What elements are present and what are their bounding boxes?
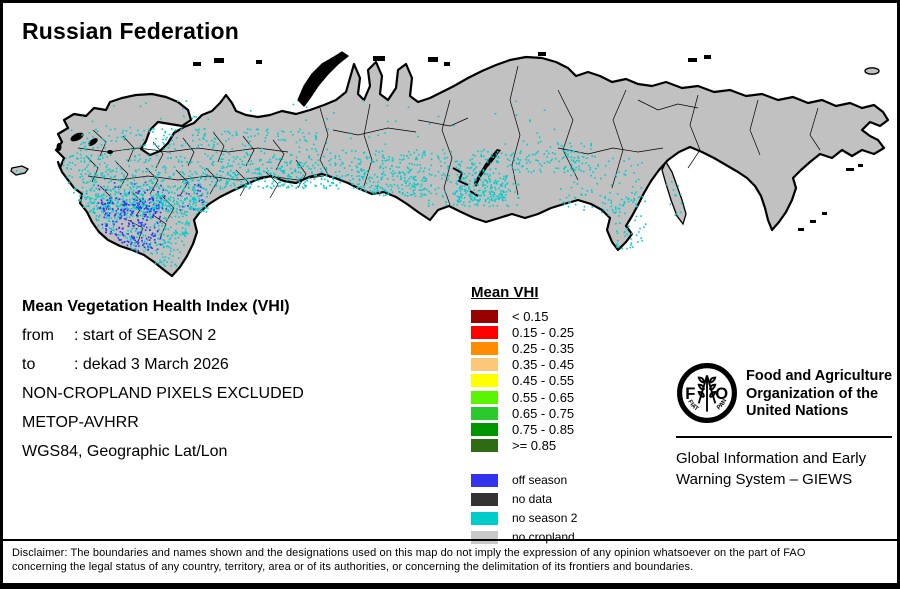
legend-swatch [471, 492, 498, 506]
map-parameters: Mean Vegetation Health Index (VHI) from:… [22, 292, 304, 466]
admin-boundaries [77, 65, 821, 243]
legend-swatch [471, 473, 498, 487]
legend-class-row: 0.15 - 0.25 [471, 324, 577, 340]
page-title: Russian Federation [22, 18, 240, 44]
period-from-row: from: start of SEASON 2 [22, 327, 217, 344]
svg-text:O: O [715, 384, 728, 403]
legend-class-row: 0.45 - 0.55 [471, 373, 577, 389]
legend-class-row: 0.65 - 0.75 [471, 405, 577, 421]
period-to-row: to: dekad 3 March 2026 [22, 356, 229, 373]
vhi-dots [16, 100, 683, 267]
disclaimer: Disclaimer: The boundaries and names sho… [12, 547, 806, 573]
legend-swatch [471, 530, 498, 544]
disclaimer-divider [3, 539, 897, 541]
legend-swatch [471, 341, 498, 355]
legend-extra-row: no cropland [471, 528, 577, 547]
sensor-note: METOP-AVHRR [22, 414, 139, 431]
giews-name: Global Information and Early Warning Sys… [676, 450, 867, 488]
legend-extra-row: no season 2 [471, 509, 577, 528]
legend: Mean VHI < 0.15 0.15 - 0.25 0.25 - 0.35 … [471, 284, 577, 547]
legend-title: Mean VHI [471, 284, 539, 301]
org-name: Food and Agriculture Organization of the… [746, 368, 893, 419]
fao-branding: F O FIAT PANIS Food and Agriculture Orga… [676, 362, 894, 490]
legend-class-row: >= 0.85 [471, 438, 577, 454]
russia-landmass [54, 55, 890, 278]
fao-logo-icon: F O FIAT PANIS [676, 362, 737, 423]
legend-swatch [471, 309, 498, 323]
legend-swatch [471, 406, 498, 420]
mask-note: NON-CROPLAND PIXELS EXCLUDED [22, 385, 304, 402]
legend-class-row: 0.75 - 0.85 [471, 421, 577, 437]
projection-note: WGS84, Geographic Lat/Lon [22, 443, 228, 460]
svg-text:F: F [685, 384, 695, 403]
legend-swatch [471, 374, 498, 388]
legend-swatch [471, 439, 498, 453]
legend-class-row: 0.25 - 0.35 [471, 340, 577, 356]
legend-swatch [471, 325, 498, 339]
legend-extra-row: off season [471, 471, 577, 490]
russia-map [10, 51, 890, 278]
legend-class-row: 0.35 - 0.45 [471, 357, 577, 373]
legend-extra-row: no data [471, 490, 577, 509]
vhi-heading: Mean Vegetation Health Index (VHI) [22, 298, 290, 315]
brand-divider [676, 436, 892, 438]
legend-class-row: < 0.15 [471, 308, 577, 324]
legend-spacer [471, 454, 577, 471]
legend-swatch [471, 390, 498, 404]
islands [10, 51, 880, 231]
legend-swatch [471, 511, 498, 525]
legend-swatch [471, 422, 498, 436]
legend-class-row: 0.55 - 0.65 [471, 389, 577, 405]
legend-swatch [471, 358, 498, 372]
